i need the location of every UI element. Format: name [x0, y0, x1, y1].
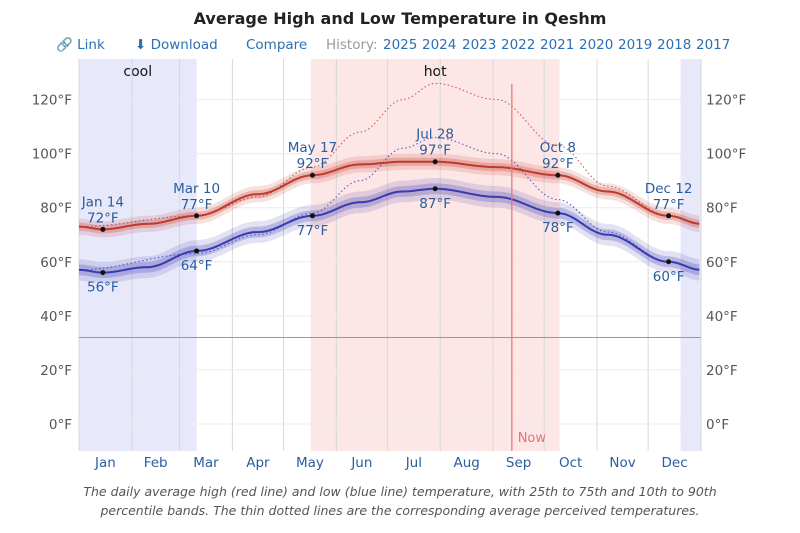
y-tick-label-right: 0°F [706, 417, 729, 433]
annotation-low-value: 77°F [297, 223, 329, 239]
annotation-high-value: 92°F [297, 156, 329, 172]
low-marker [309, 213, 315, 219]
caption-line-2: percentile bands. The thin dotted lines … [100, 503, 700, 518]
x-tick-label-jan: Jan [94, 455, 116, 471]
annotation-high-value: 72°F [87, 210, 119, 226]
history-year-2020[interactable]: 2020 [579, 37, 614, 53]
annotation-high-value: 97°F [419, 143, 451, 159]
x-tick-label-dec: Dec [662, 455, 688, 471]
y-tick-label-left: 40°F [40, 309, 72, 325]
link-icon: 🔗 [56, 37, 73, 53]
low-marker [100, 270, 106, 276]
season-band-cool [79, 59, 197, 451]
high-marker [432, 159, 438, 165]
season-label-hot: hot [424, 64, 447, 80]
annotation-high-value: 77°F [181, 197, 213, 213]
compare-button[interactable]: Compare [246, 37, 308, 53]
x-tick-label-aug: Aug [453, 455, 479, 471]
x-tick-label-mar: Mar [193, 455, 219, 471]
annotation-low-value: 78°F [542, 220, 574, 236]
y-tick-label-right: 20°F [706, 363, 738, 379]
high-marker [100, 226, 106, 232]
season-band-hot [310, 59, 560, 451]
x-tick-label-nov: Nov [609, 455, 635, 471]
low-marker [194, 248, 200, 254]
low-marker [666, 259, 672, 265]
link-label: Link [77, 37, 105, 53]
y-tick-label-left: 0°F [49, 417, 72, 433]
annotation-date: Jan 14 [81, 194, 124, 210]
history-year-2019[interactable]: 2019 [618, 37, 653, 53]
y-tick-label-left: 100°F [32, 147, 72, 163]
history-year-2017[interactable]: 2017 [696, 37, 731, 53]
chart-title: Average High and Low Temperature in Qesh… [193, 9, 607, 28]
history-year-2021[interactable]: 2021 [540, 37, 575, 53]
download-icon: ⬇ [135, 37, 147, 53]
history-label: History: [326, 37, 378, 53]
chart-caption: The daily average high (red line) and lo… [40, 482, 760, 520]
y-tick-label-right: 60°F [706, 255, 738, 271]
history-year-2023[interactable]: 2023 [462, 37, 497, 53]
now-label: Now [518, 431, 547, 446]
x-tick-label-jun: Jun [350, 455, 372, 471]
season-label-cool: cool [123, 64, 152, 80]
x-tick-label-may: May [296, 455, 324, 471]
download-button[interactable]: ⬇ Download [135, 37, 218, 53]
annotation-date: Oct 8 [540, 140, 576, 156]
low-marker [432, 186, 438, 192]
y-tick-label-left: 60°F [40, 255, 72, 271]
high-marker [194, 213, 200, 219]
annotation-date: Jul 28 [415, 127, 454, 143]
annotation-low-value: 64°F [181, 258, 213, 274]
y-tick-label-right: 100°F [706, 147, 746, 163]
low-line [78, 187, 700, 274]
annotation-low-value: 56°F [87, 280, 119, 296]
y-tick-label-left: 20°F [40, 363, 72, 379]
annotation-date: Dec 12 [645, 181, 693, 197]
download-label: Download [150, 37, 218, 53]
low-marker [555, 210, 561, 216]
season-band-cool-end [680, 59, 701, 451]
annotation-high-value: 92°F [542, 156, 574, 172]
high-marker [555, 172, 561, 178]
history-year-2018[interactable]: 2018 [657, 37, 692, 53]
link-button[interactable]: 🔗 Link [56, 37, 105, 53]
history-year-2024[interactable]: 2024 [422, 37, 457, 53]
x-tick-label-oct: Oct [559, 455, 582, 471]
annotation-date: Mar 10 [173, 181, 220, 197]
y-tick-label-right: 80°F [706, 201, 738, 217]
x-tick-label-sep: Sep [506, 455, 531, 471]
y-tick-label-left: 120°F [32, 93, 72, 109]
annotation-low-value: 87°F [419, 196, 451, 212]
annotation-high-value: 77°F [653, 197, 685, 213]
x-tick-label-feb: Feb [144, 455, 168, 471]
y-tick-label-right: 120°F [706, 93, 746, 109]
low-p25-band [79, 183, 700, 278]
annotation-low-value: 60°F [653, 269, 685, 285]
toolbar: 🔗 Link ⬇ Download Compare History: 2025 … [0, 37, 800, 57]
high-p25-band [79, 157, 700, 234]
history-year-2025[interactable]: 2025 [383, 37, 418, 53]
y-tick-label-left: 80°F [40, 201, 72, 217]
x-tick-label-jul: Jul [405, 455, 422, 471]
annotation-date: May 17 [288, 140, 337, 156]
x-tick-label-apr: Apr [246, 455, 270, 471]
high-marker [309, 172, 315, 178]
high-marker [666, 213, 672, 219]
low-p10-band [79, 178, 700, 284]
high-line [78, 160, 700, 231]
history-year-2022[interactable]: 2022 [501, 37, 536, 53]
y-tick-label-right: 40°F [706, 309, 738, 325]
caption-line-1: The daily average high (red line) and lo… [83, 484, 717, 499]
